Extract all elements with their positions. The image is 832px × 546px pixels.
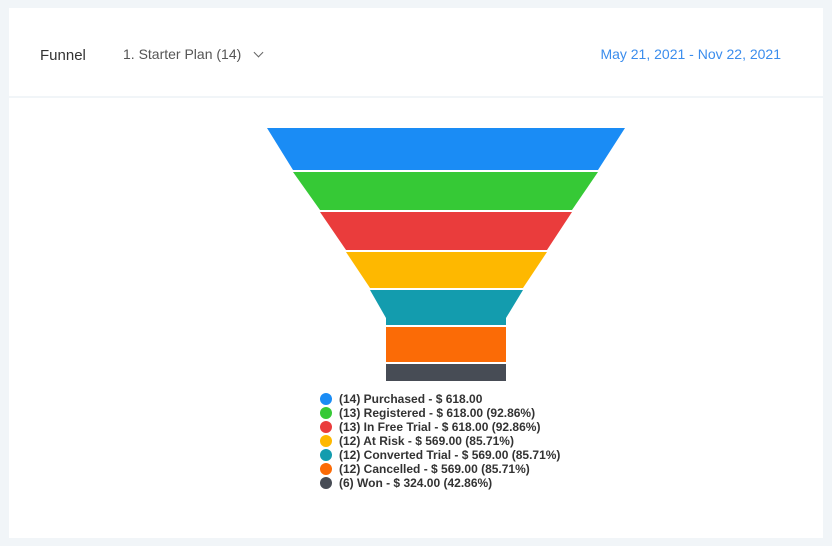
funnel-stage-at-risk[interactable]	[346, 252, 547, 288]
legend-item[interactable]: (6) Won - $ 324.00 (42.86%)	[320, 476, 560, 490]
legend-item[interactable]: (13) Registered - $ 618.00 (92.86%)	[320, 406, 560, 420]
legend-label: (14) Purchased - $ 618.00	[339, 392, 483, 406]
legend-item[interactable]: (14) Purchased - $ 618.00	[320, 392, 560, 406]
funnel-stage-in-free-trial[interactable]	[320, 212, 572, 250]
legend-label: (13) In Free Trial - $ 618.00 (92.86%)	[339, 420, 541, 434]
legend-item[interactable]: (12) Converted Trial - $ 569.00 (85.71%)	[320, 448, 560, 462]
legend-item[interactable]: (12) At Risk - $ 569.00 (85.71%)	[320, 434, 560, 448]
legend-dot-icon	[320, 393, 332, 405]
card-header: Funnel 1. Starter Plan (14) May 21, 2021…	[9, 8, 823, 98]
funnel-stage-registered[interactable]	[293, 172, 598, 210]
legend-label: (12) Converted Trial - $ 569.00 (85.71%)	[339, 448, 561, 462]
legend-item[interactable]: (13) In Free Trial - $ 618.00 (92.86%)	[320, 420, 560, 434]
legend-dot-icon	[320, 407, 332, 419]
legend-dot-icon	[320, 463, 332, 475]
card-title: Funnel	[40, 47, 86, 64]
legend-label: (12) Cancelled - $ 569.00 (85.71%)	[339, 462, 530, 476]
chart-legend: (14) Purchased - $ 618.00 (13) Registered…	[320, 392, 560, 490]
legend-dot-icon	[320, 421, 332, 433]
legend-item[interactable]: (12) Cancelled - $ 569.00 (85.71%)	[320, 462, 560, 476]
legend-dot-icon	[320, 435, 332, 447]
legend-dot-icon	[320, 477, 332, 489]
legend-label: (13) Registered - $ 618.00 (92.86%)	[339, 406, 536, 420]
plan-dropdown[interactable]: 1. Starter Plan (14)	[123, 46, 264, 62]
funnel-stage-cancelled[interactable]	[386, 327, 506, 362]
funnel-stage-purchased[interactable]	[267, 128, 625, 170]
funnel-stage-converted-trial[interactable]	[370, 290, 523, 325]
plan-dropdown-label: 1. Starter Plan (14)	[123, 46, 242, 62]
funnel-stage-won[interactable]	[386, 364, 506, 381]
legend-dot-icon	[320, 449, 332, 461]
date-range-picker[interactable]: May 21, 2021 - Nov 22, 2021	[600, 46, 781, 62]
legend-label: (12) At Risk - $ 569.00 (85.71%)	[339, 434, 514, 448]
legend-label: (6) Won - $ 324.00 (42.86%)	[339, 476, 493, 490]
